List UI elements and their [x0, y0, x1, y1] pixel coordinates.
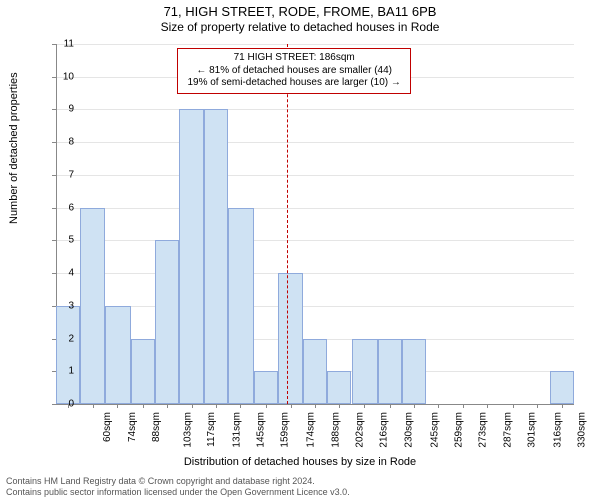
xtick-label: 103sqm: [182, 412, 193, 448]
xtick-label: 74sqm: [127, 412, 138, 442]
gridline: [56, 273, 574, 274]
histogram-bar: [204, 109, 228, 404]
xtick-mark: [438, 404, 439, 408]
xtick-mark: [240, 404, 241, 408]
histogram-bar: [550, 371, 574, 404]
xtick-label: 60sqm: [102, 412, 113, 442]
annotation-line2: ← 81% of detached houses are smaller (44…: [184, 65, 404, 78]
xtick-mark: [143, 404, 144, 408]
histogram-bar: [179, 109, 203, 404]
annotation-box: 71 HIGH STREET: 186sqm← 81% of detached …: [177, 48, 411, 94]
ytick-label: 9: [50, 104, 74, 115]
gridline: [56, 142, 574, 143]
xtick-mark: [93, 404, 94, 408]
footer-attribution: Contains HM Land Registry data © Crown c…: [6, 476, 350, 498]
xtick-label: 145sqm: [255, 412, 266, 448]
ytick-label: 11: [50, 39, 74, 50]
xtick-label: 131sqm: [231, 412, 242, 448]
ytick-label: 8: [50, 137, 74, 148]
ytick-label: 4: [50, 268, 74, 279]
xtick-label: 230sqm: [403, 412, 414, 448]
xtick-label: 188sqm: [330, 412, 341, 448]
annotation-line3: 19% of semi-detached houses are larger (…: [184, 77, 404, 90]
chart-title-address: 71, HIGH STREET, RODE, FROME, BA11 6PB: [0, 4, 600, 19]
gridline: [56, 306, 574, 307]
xtick-mark: [513, 404, 514, 408]
xtick-mark: [291, 404, 292, 408]
xtick-label: 245sqm: [429, 412, 440, 448]
xtick-mark: [117, 404, 118, 408]
histogram-bar: [155, 240, 179, 404]
xtick-mark: [339, 404, 340, 408]
gridline: [56, 44, 574, 45]
footer-line2: Contains public sector information licen…: [6, 487, 350, 498]
ytick-label: 0: [50, 399, 74, 410]
xtick-mark: [315, 404, 316, 408]
histogram-bar: [352, 339, 378, 404]
xtick-label: 216sqm: [379, 412, 390, 448]
gridline: [56, 240, 574, 241]
xtick-mark: [216, 404, 217, 408]
histogram-bar: [131, 339, 155, 404]
gridline: [56, 175, 574, 176]
histogram-bar: [56, 306, 80, 404]
y-axis-label-text: Number of detached properties: [8, 72, 20, 224]
xtick-mark: [537, 404, 538, 408]
ytick-label: 2: [50, 333, 74, 344]
xtick-label: 88sqm: [151, 412, 162, 442]
ytick-label: 3: [50, 300, 74, 311]
plot-area: 60sqm74sqm88sqm103sqm117sqm131sqm145sqm1…: [56, 44, 574, 404]
ytick-label: 10: [50, 71, 74, 82]
histogram-bar: [228, 208, 254, 404]
xtick-mark: [390, 404, 391, 408]
xtick-mark: [487, 404, 488, 408]
gridline: [56, 208, 574, 209]
xtick-mark: [192, 404, 193, 408]
xtick-label: 159sqm: [280, 412, 291, 448]
histogram-bar: [278, 273, 302, 404]
xtick-mark: [167, 404, 168, 408]
gridline: [56, 109, 574, 110]
ytick-label: 1: [50, 366, 74, 377]
ytick-label: 6: [50, 202, 74, 213]
xtick-label: 117sqm: [206, 412, 217, 447]
xtick-mark: [463, 404, 464, 408]
histogram-bar: [378, 339, 402, 404]
histogram-bar: [327, 371, 351, 404]
annotation-line1: 71 HIGH STREET: 186sqm: [184, 52, 404, 65]
ytick-label: 5: [50, 235, 74, 246]
footer-line1: Contains HM Land Registry data © Crown c…: [6, 476, 350, 487]
x-axis-label: Distribution of detached houses by size …: [0, 456, 600, 468]
histogram-bar: [254, 371, 278, 404]
xtick-label: 287sqm: [502, 412, 513, 448]
xtick-label: 316sqm: [553, 412, 564, 448]
ytick-label: 7: [50, 169, 74, 180]
histogram-bar: [80, 208, 104, 404]
chart-subtitle: Size of property relative to detached ho…: [0, 20, 600, 34]
histogram-bar: [105, 306, 131, 404]
xtick-label: 301sqm: [527, 412, 538, 448]
xtick-label: 273sqm: [478, 412, 489, 448]
y-axis-label: Number of detached properties: [8, 72, 20, 224]
histogram-bar: [402, 339, 426, 404]
xtick-mark: [266, 404, 267, 408]
histogram-bar: [303, 339, 327, 404]
xtick-label: 330sqm: [577, 412, 588, 448]
xtick-label: 202sqm: [355, 412, 366, 448]
reference-line: [287, 44, 288, 404]
xtick-mark: [562, 404, 563, 408]
xtick-label: 174sqm: [306, 412, 317, 448]
xtick-label: 259sqm: [454, 412, 465, 448]
xtick-mark: [364, 404, 365, 408]
histogram-chart: 71, HIGH STREET, RODE, FROME, BA11 6PB S…: [0, 0, 600, 500]
xtick-mark: [414, 404, 415, 408]
